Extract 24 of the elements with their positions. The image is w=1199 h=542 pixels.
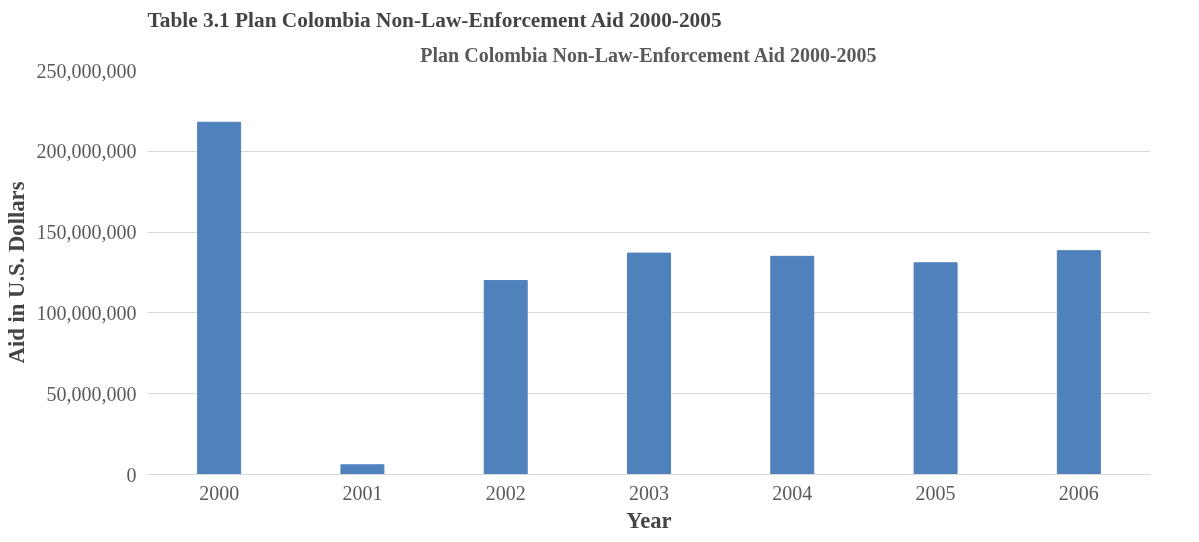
y-tick-label: 50,000,000 [46,382,137,405]
x-tick-label: 2006 [1058,481,1099,504]
x-tick-label: 2004 [772,481,813,504]
bar [197,121,242,475]
bar [340,464,385,475]
x-axis-title: Year [626,507,672,533]
bar [913,262,958,475]
x-tick-label: 2005 [915,481,956,504]
y-tick-label: 250,000,000 [36,59,137,82]
bar [483,280,528,475]
y-tick-label: 0 [126,463,137,486]
bar [770,255,815,475]
y-tick-label: 200,000,000 [36,140,137,163]
bar [1056,250,1101,475]
x-tick-label: 2001 [342,481,383,504]
y-tick-label: 150,000,000 [36,221,137,244]
y-axis-title: Aid in U.S. Dollars [3,181,29,364]
y-tick-label: 100,000,000 [36,301,137,324]
x-tick-label: 2000 [199,481,240,504]
chart-title: Plan Colombia Non-Law-Enforcement Aid 2000-2005 [420,43,877,66]
x-tick-label: 2002 [485,481,526,504]
bar [627,252,671,475]
caption: Table 3.1 Plan Colombia Non-Law-Enforcement Aid 2000-2005 [147,7,722,32]
x-tick-label: 2003 [629,481,669,504]
